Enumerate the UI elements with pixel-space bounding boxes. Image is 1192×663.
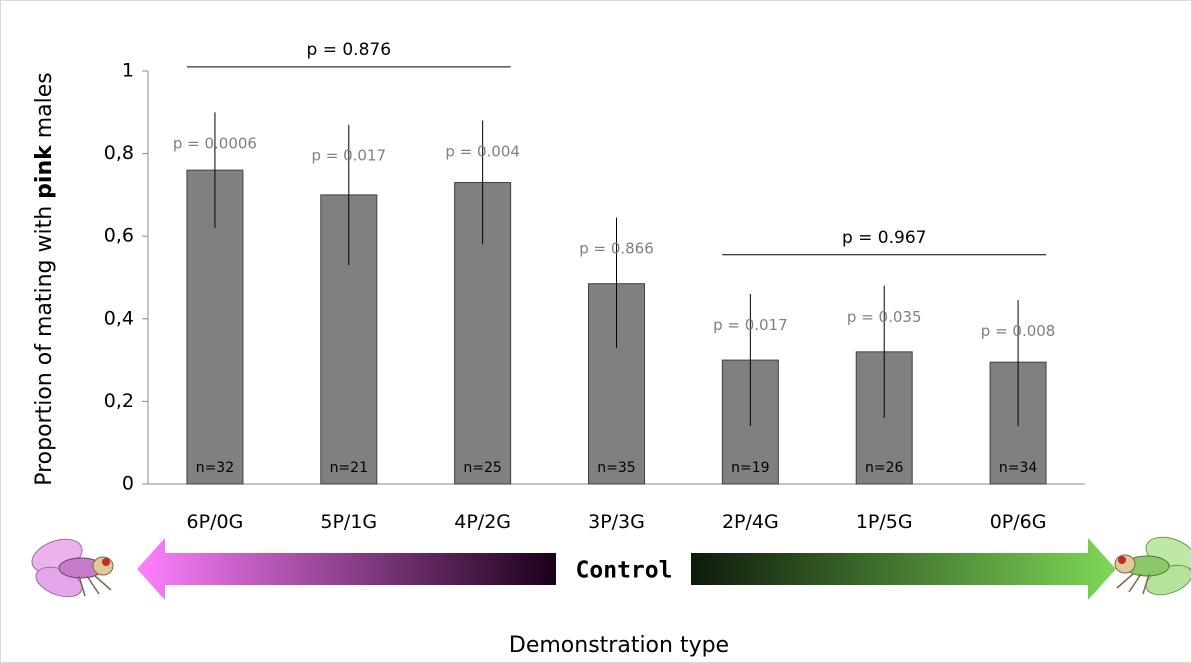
y-tick-label: 0 [122, 473, 134, 495]
y-axis-label: Proportion of mating with pink males [32, 72, 57, 486]
p-value-label: p = 0.017 [311, 147, 386, 165]
p-value-label: p = 0.017 [713, 316, 788, 334]
n-label: n=32 [196, 460, 234, 476]
category-label: 5P/1G [320, 511, 377, 533]
bar [588, 283, 645, 485]
y-tick-label: 1 [122, 60, 134, 82]
category-label: 2P/4G [722, 511, 779, 533]
p-value-label: p = 0.866 [579, 240, 654, 258]
n-label: n=25 [463, 460, 501, 476]
bracket-label: p = 0.876 [307, 40, 392, 60]
x-axis-label: Demonstration type [509, 633, 729, 658]
n-labels: n=32 n=21 n=25 n=35 n=19 n=26 n=34 [196, 460, 1038, 476]
green-arrow [691, 538, 1116, 600]
significance-brackets: p = 0.876 p = 0.967 [186, 40, 1047, 256]
green-fly-illustration [1114, 536, 1191, 596]
arrow-control-label: Control [576, 558, 673, 584]
n-label: n=26 [865, 460, 904, 476]
error-bars [214, 112, 1019, 427]
p-value-label: p = 0.0006 [173, 134, 257, 152]
pink-arrow [137, 538, 556, 600]
y-tick-label: 0,6 [104, 225, 134, 247]
pink-fly-illustration [31, 538, 114, 598]
category-label: 6P/0G [187, 511, 244, 533]
bracket-label: p = 0.967 [842, 228, 927, 248]
y-tick-label: 0,8 [104, 142, 134, 164]
category-label: 4P/2G [454, 511, 511, 533]
p-value-label: p = 0.035 [847, 308, 922, 326]
category-label: 3P/3G [588, 511, 645, 533]
p-value-label: p = 0.008 [981, 322, 1056, 340]
category-labels: 6P/0G 5P/1G 4P/2G 3P/3G 2P/4G 1P/5G 0P/6G [187, 511, 1047, 533]
y-ticks: 0 0,2 0,4 0,6 0,8 1 [104, 60, 148, 495]
n-label: n=19 [731, 460, 769, 476]
n-label: n=35 [597, 460, 635, 476]
p-value-labels: p = 0.0006 p = 0.017 p = 0.004 p = 0.866 p =… [173, 134, 1055, 340]
y-tick-label: 0,4 [104, 307, 134, 329]
p-value-label: p = 0.004 [445, 143, 520, 161]
n-label: n=21 [330, 460, 368, 476]
n-label: n=34 [999, 460, 1038, 476]
y-tick-label: 0,2 [104, 390, 134, 412]
category-label: 0P/6G [990, 511, 1047, 533]
category-label: 1P/5G [856, 511, 913, 533]
